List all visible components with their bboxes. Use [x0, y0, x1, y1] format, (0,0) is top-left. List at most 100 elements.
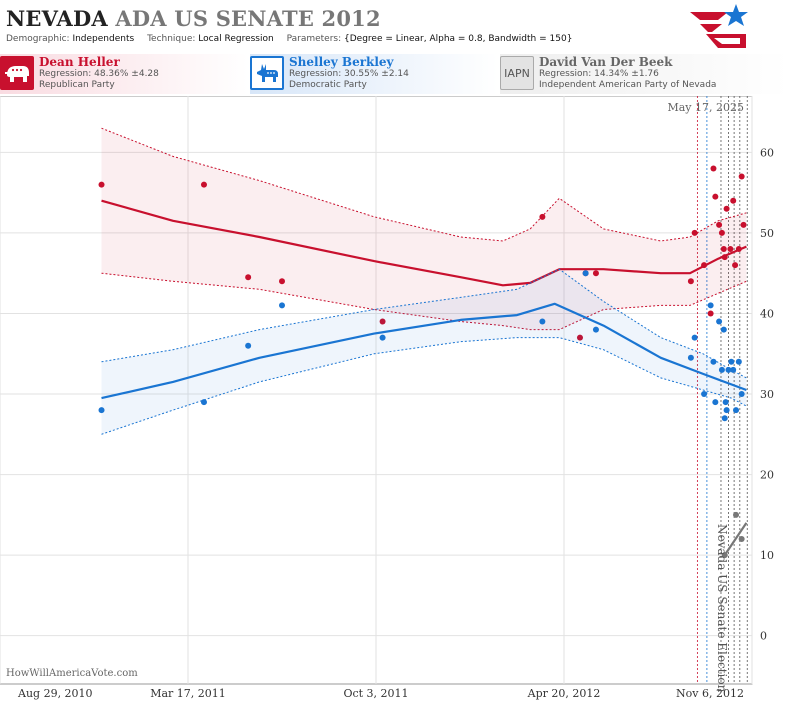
party-badge: IAPN	[500, 56, 534, 90]
candidate-regression: Regression: 48.36% ±4.28	[39, 69, 159, 79]
x-tick-label: Nov 6, 2012	[676, 687, 744, 700]
candidate-name: Shelley Berkley	[289, 55, 394, 69]
poll-point	[732, 262, 739, 269]
parameters-label: Parameters:	[286, 34, 342, 44]
title-state: NEVADA	[6, 6, 108, 31]
band-upper-line	[101, 268, 747, 379]
poll-point	[98, 181, 105, 188]
technique-label: Technique:	[147, 34, 196, 44]
poll-point	[687, 354, 694, 361]
series-dean-heller	[98, 127, 747, 341]
legend-independent[interactable]: IAPN David Van Der Beek Regression: 14.3…	[500, 54, 788, 94]
confidence-band	[101, 128, 747, 330]
candidate-party: Independent American Party of Nevada	[539, 80, 717, 90]
band-upper-line	[101, 127, 747, 242]
poll-point	[691, 334, 698, 341]
poll-point	[712, 193, 719, 200]
poll-point	[707, 302, 714, 309]
band-lower-line	[101, 272, 747, 331]
poll-point	[720, 246, 727, 253]
poll-point	[728, 358, 735, 365]
legend-democratic[interactable]: Shelley Berkley Regression: 30.55% ±2.14…	[250, 54, 498, 94]
poll-point	[727, 246, 734, 253]
poll-point	[279, 278, 285, 285]
legend-republican[interactable]: Dean Heller Regression: 48.36% ±4.28 Rep…	[0, 54, 248, 94]
poll-point	[718, 229, 725, 236]
band-lower-line	[101, 337, 747, 435]
poll-point	[738, 173, 745, 180]
elephant-icon	[0, 56, 34, 90]
poll-point	[539, 318, 546, 325]
confidence-band	[101, 269, 747, 435]
poll-point	[200, 399, 207, 406]
series-david-van-der-beek	[721, 511, 748, 559]
candidate-name: David Van Der Beek	[539, 55, 673, 69]
candidate-party: Democratic Party	[289, 80, 367, 90]
poll-point	[707, 310, 714, 317]
poll-point	[735, 246, 742, 253]
demographic-label: Demographic:	[6, 34, 70, 44]
y-tick-label: 30	[760, 388, 774, 401]
poll-point	[245, 274, 252, 281]
poll-point	[687, 278, 694, 285]
poll-point	[712, 399, 719, 406]
poll-point	[721, 254, 728, 261]
candidate-regression: Regression: 30.55% ±2.14	[289, 69, 409, 79]
poll-point	[582, 270, 589, 277]
y-tick-label: 40	[760, 307, 774, 320]
poll-point	[735, 358, 742, 365]
poll-point	[733, 511, 740, 518]
poll-point	[723, 205, 730, 212]
poll-point	[716, 318, 723, 325]
poll-point	[723, 407, 730, 414]
candidate-legend: Dean Heller Regression: 48.36% ±4.28 Rep…	[0, 54, 789, 94]
poll-point	[733, 407, 740, 414]
demographic-value: Independents	[72, 34, 135, 44]
poll-point	[701, 391, 708, 398]
x-tick-label: Apr 20, 2012	[527, 687, 601, 700]
poll-point	[725, 366, 732, 373]
poll-point	[576, 334, 583, 341]
candidate-party: Republican Party	[39, 80, 115, 90]
parameters-value: {Degree = Linear, Alpha = 0.8, Bandwidth…	[344, 34, 573, 44]
poll-point	[740, 221, 747, 228]
source-credit[interactable]: HowWillAmericaVote.com	[6, 668, 138, 679]
poll-point	[722, 399, 729, 406]
candidate-regression: Regression: 14.34% ±1.76	[539, 69, 659, 79]
poll-point	[721, 552, 728, 559]
technique-value: Local Regression	[198, 34, 274, 44]
site-logo-icon[interactable]	[688, 2, 750, 50]
title-rest: ADA US SENATE 2012	[115, 6, 381, 31]
poll-point	[730, 197, 737, 204]
series-shelley-berkley	[98, 268, 747, 435]
parameters-line: Demographic: Independents Technique: Loc…	[6, 34, 572, 44]
poll-point	[592, 326, 599, 333]
poll-chart: 0 10 20 30 40 50 60 Aug 29, 2010 Mar 17, 2011 Oct…	[0, 96, 774, 700]
election-label: Nevada US Senate Election	[715, 524, 729, 693]
y-tick-label: 10	[760, 549, 774, 562]
donkey-icon	[250, 56, 284, 90]
poll-point	[245, 342, 252, 349]
poll-point	[379, 318, 386, 325]
page-title: NEVADA ADA US SENATE 2012	[6, 6, 381, 31]
poll-point	[718, 366, 725, 373]
poll-point	[279, 302, 285, 309]
gridlines	[0, 96, 753, 684]
y-tick-label: 50	[760, 227, 774, 240]
poll-point	[691, 229, 698, 236]
poll-point	[710, 165, 717, 172]
poll-point	[539, 213, 546, 220]
regression-line	[101, 302, 747, 400]
y-tick-label: 60	[760, 146, 774, 159]
poll-point	[721, 415, 728, 422]
x-tick-label: Mar 17, 2011	[150, 687, 226, 700]
poll-point	[379, 334, 386, 341]
poll-point	[730, 366, 737, 373]
x-tick-label: Aug 29, 2010	[17, 687, 93, 700]
poll-point	[701, 262, 708, 269]
y-tick-label: 20	[760, 469, 774, 482]
y-tick-label: 0	[760, 630, 767, 643]
poll-point	[98, 407, 105, 414]
poll-point	[738, 391, 745, 398]
x-tick-label: Oct 3, 2011	[343, 687, 408, 700]
